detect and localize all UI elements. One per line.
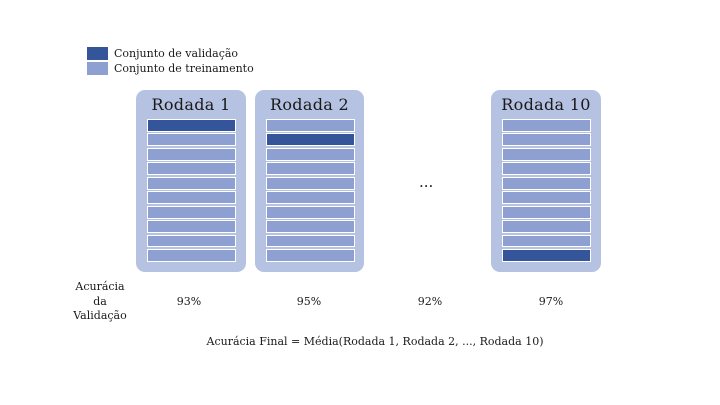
training-swatch [87,61,108,75]
training-fold [266,119,355,132]
round-title-10: Rodada 10 [501,95,591,114]
training-fold [147,205,236,219]
fold-stack-2 [266,119,355,264]
accuracy-heading: Acurácia da Validação [68,280,132,324]
training-fold [266,147,355,161]
legend-label-training: Conjunto de treinamento [114,61,254,75]
validation-fold [147,119,236,132]
accuracy-heading-line-1: Acurácia [75,280,125,293]
training-fold [266,205,355,219]
round-card-2: Rodada 2 [255,90,364,272]
validation-fold [266,133,355,147]
legend-item-validation: Conjunto de validação [87,46,254,60]
round-title-1: Rodada 1 [151,95,231,114]
training-fold [147,191,236,205]
training-fold [502,147,591,161]
training-fold [502,205,591,219]
legend-item-training: Conjunto de treinamento [87,61,254,75]
training-fold [266,234,355,248]
round-card-1: Rodada 1 [136,90,246,272]
final-accuracy-formula: Acurácia Final = Média(Rodada 1, Rodada … [206,335,544,348]
training-fold [502,220,591,233]
accuracy-ellipsis: 92% [417,295,443,308]
training-fold [147,234,236,248]
training-fold [266,220,355,233]
accuracy-round-1: 93% [176,295,202,308]
accuracy-heading-line-2: da [93,294,107,308]
training-fold [147,220,236,233]
training-fold [147,176,236,190]
training-fold [502,176,591,190]
training-fold [147,133,236,147]
fold-stack-10 [502,119,591,264]
fold-stack-1 [147,119,236,264]
rounds-ellipsis: ... [419,173,434,191]
accuracy-heading-line-3: Validação [73,309,127,322]
validation-fold [502,249,591,262]
validation-swatch [87,46,108,60]
training-fold [147,147,236,161]
training-fold [266,162,355,176]
training-fold [266,191,355,205]
accuracy-round-2: 95% [296,295,322,308]
training-fold [147,162,236,176]
round-title-2: Rodada 2 [270,95,349,114]
legend: Conjunto de validação Conjunto de treina… [87,46,254,76]
training-fold [147,249,236,262]
training-fold [502,162,591,176]
training-fold [266,176,355,190]
training-fold [502,191,591,205]
round-card-10: Rodada 10 [491,90,601,272]
training-fold [502,234,591,248]
training-fold [266,249,355,262]
accuracy-round-10: 97% [538,295,564,308]
training-fold [502,133,591,147]
training-fold [502,119,591,132]
legend-label-validation: Conjunto de validação [114,46,239,60]
